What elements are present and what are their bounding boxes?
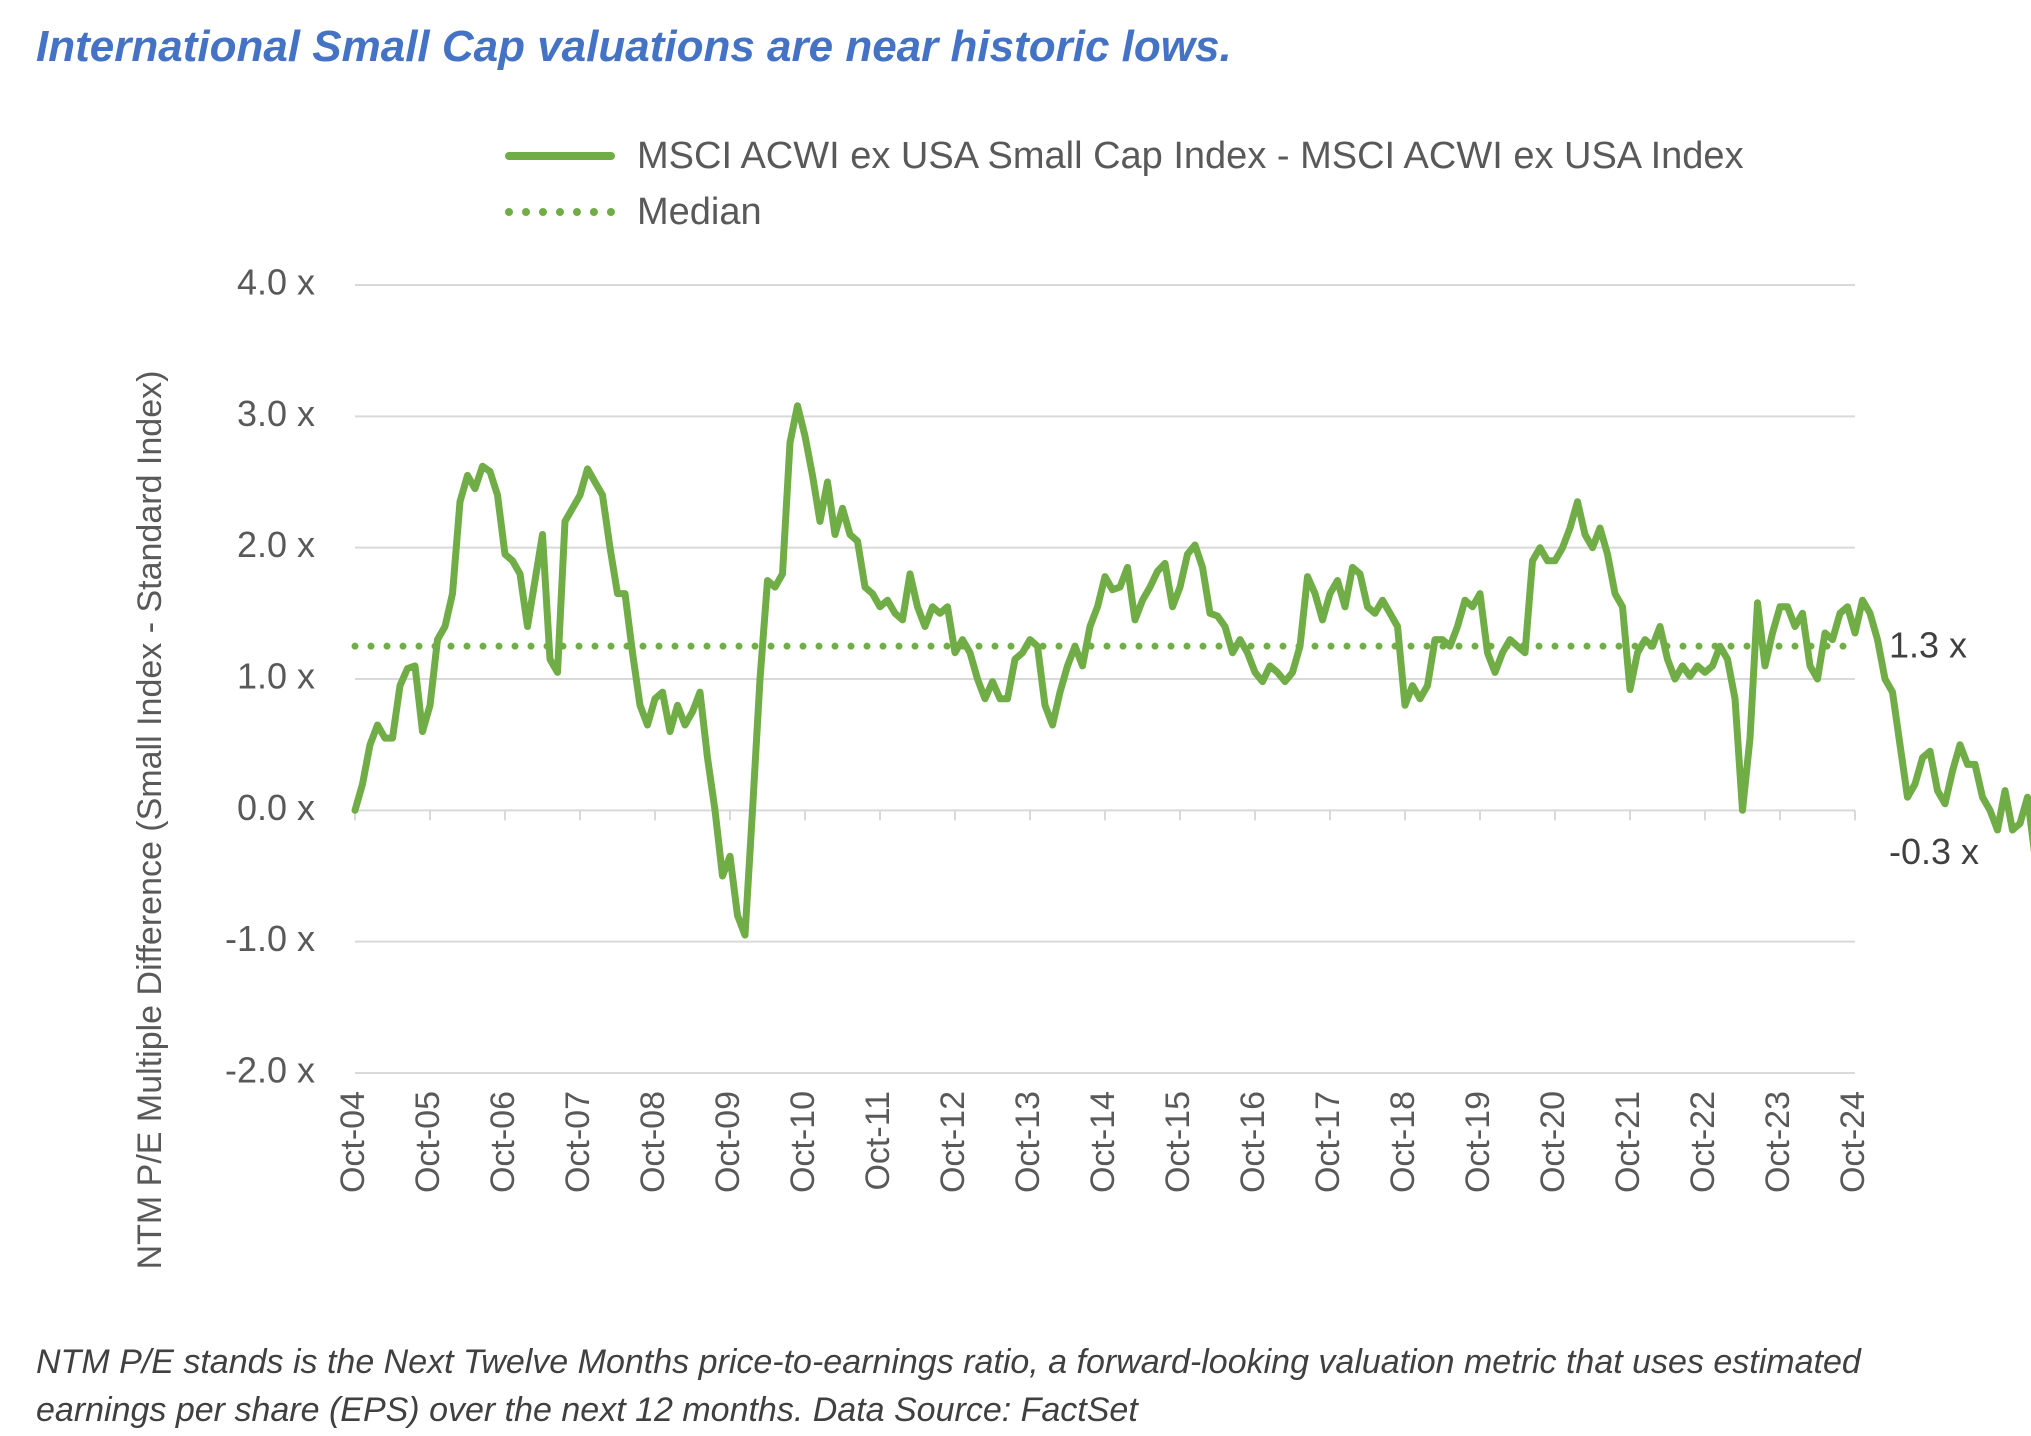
x-tick-label: Oct-13: [1009, 1091, 1047, 1193]
x-tick-label: Oct-22: [1684, 1091, 1722, 1193]
x-tick-label: Oct-16: [1234, 1091, 1272, 1193]
x-tick-label: Oct-18: [1384, 1091, 1422, 1193]
x-tick-label: Oct-17: [1309, 1091, 1347, 1193]
y-tick-labels: 4.0 x 3.0 x 2.0 x 1.0 x 0.0 x -1.0 x -2.0 x: [225, 262, 315, 1091]
y-tick-label: -2.0 x: [225, 1050, 315, 1091]
x-tick-label: Oct-24: [1834, 1091, 1872, 1193]
chart-title: International Small Cap valuations are n…: [36, 22, 1232, 71]
legend-item-median: Median: [505, 184, 1744, 240]
x-tick-label: Oct-09: [709, 1091, 747, 1193]
x-tick-label: Oct-04: [334, 1091, 372, 1193]
legend-item-series: MSCI ACWI ex USA Small Cap Index - MSCI …: [505, 128, 1744, 184]
legend-label-median: Median: [637, 190, 762, 233]
x-tick-label: Oct-08: [634, 1091, 672, 1193]
y-tick-label: -1.0 x: [225, 918, 315, 959]
x-tick-label: Oct-23: [1759, 1091, 1797, 1193]
series-line: [351, 402, 2031, 939]
y-tick-label: 4.0 x: [237, 262, 315, 303]
x-tick-label: Oct-12: [934, 1091, 972, 1193]
series-end-label: -0.3 x: [1889, 831, 1979, 872]
legend-swatch-dotted: [505, 208, 615, 216]
x-tick-label: Oct-15: [1159, 1091, 1197, 1193]
end-labels: -0.3 x 1.3 x: [1889, 625, 1979, 873]
median-end-label: 1.3 x: [1889, 625, 1967, 666]
y-tick-label: 2.0 x: [237, 524, 315, 565]
y-tick-label: 0.0 x: [237, 787, 315, 828]
legend-label-series: MSCI ACWI ex USA Small Cap Index - MSCI …: [637, 134, 1744, 177]
x-tick-label: Oct-19: [1459, 1091, 1497, 1193]
x-tick-label: Oct-07: [559, 1091, 597, 1193]
legend-swatch-solid: [505, 152, 615, 160]
series-lines: [351, 402, 2031, 939]
x-tick-label: Oct-10: [784, 1091, 822, 1193]
legend: MSCI ACWI ex USA Small Cap Index - MSCI …: [505, 128, 1744, 240]
y-tick-label: 1.0 x: [237, 656, 315, 697]
x-tick-label: Oct-11: [859, 1091, 897, 1191]
x-tick-label: Oct-14: [1084, 1091, 1122, 1193]
x-tick-label: Oct-06: [484, 1091, 522, 1193]
x-tick-label: Oct-20: [1534, 1091, 1572, 1193]
y-tick-label: 3.0 x: [237, 393, 315, 434]
footnote: NTM P/E stands is the Next Twelve Months…: [36, 1343, 1861, 1429]
x-tick-labels: Oct-04 Oct-05 Oct-06 Oct-07 Oct-08 Oct-09 Oct-…: [334, 1091, 1872, 1193]
x-tick-label: Oct-21: [1609, 1091, 1647, 1193]
x-tick-label: Oct-05: [409, 1091, 447, 1193]
